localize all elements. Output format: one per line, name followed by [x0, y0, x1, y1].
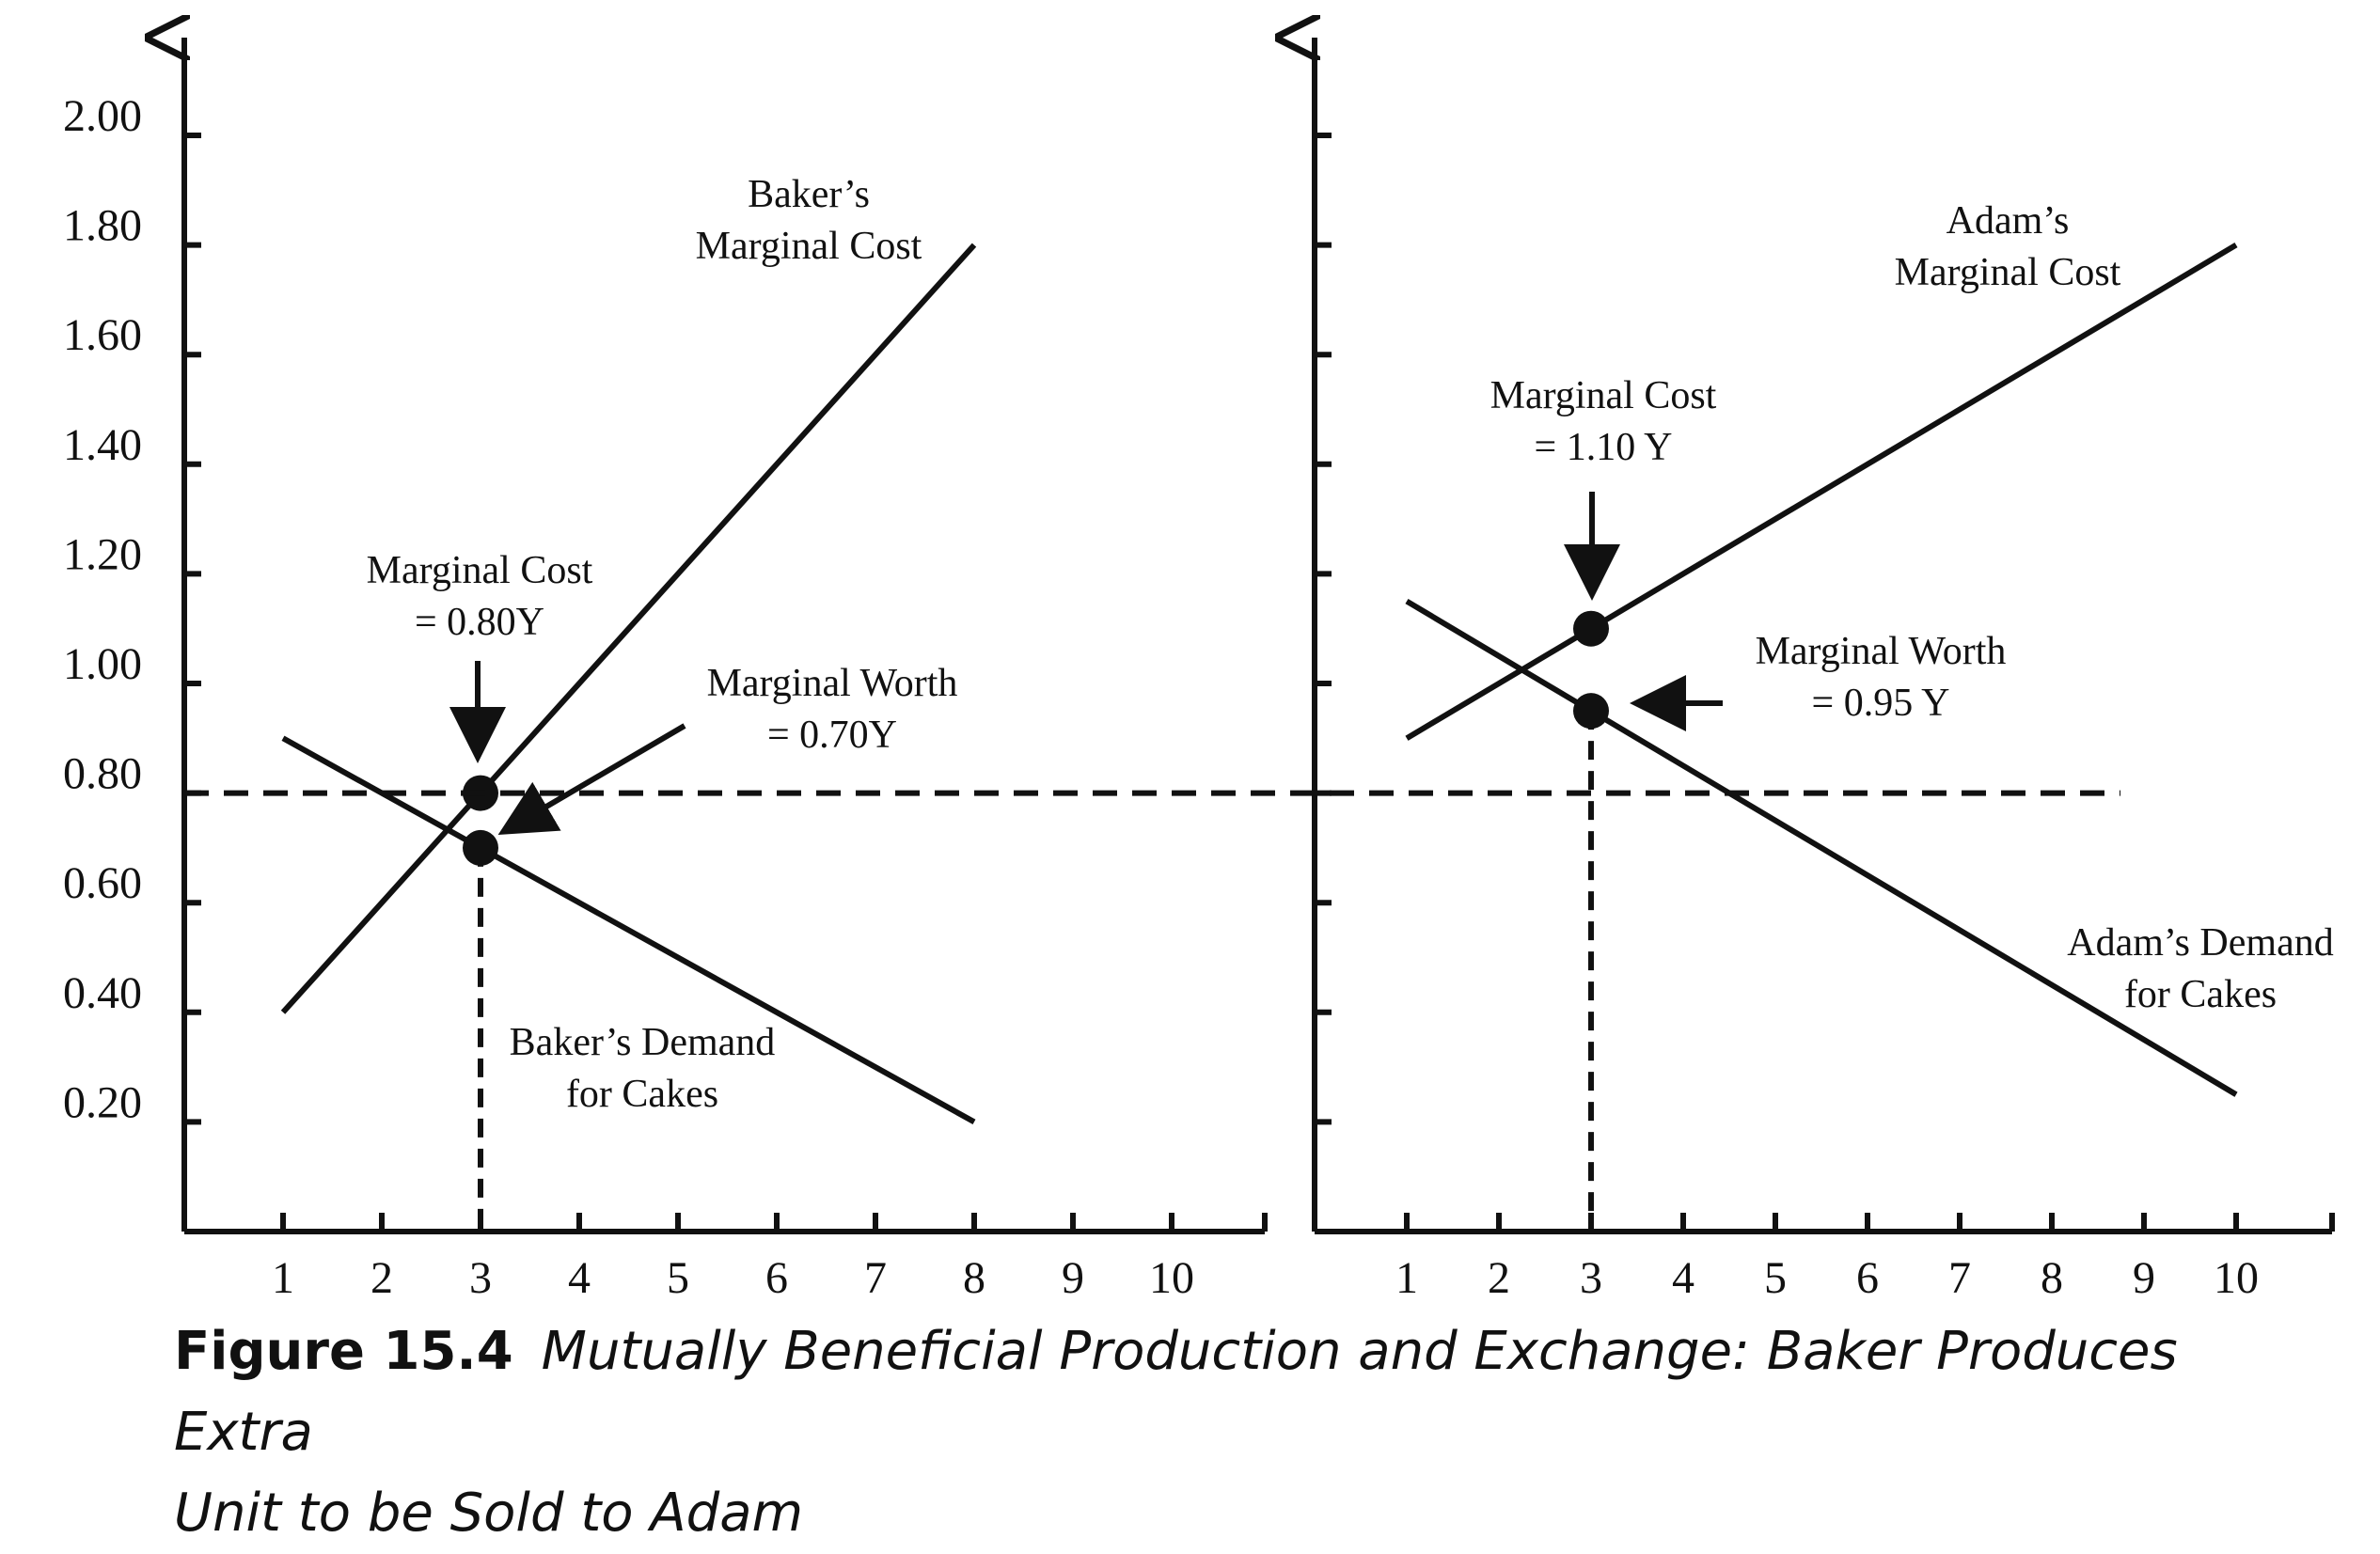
figure-title-line-2: Unit to be Sold to Adam: [174, 1483, 804, 1544]
right-x-tick-label-7: 7: [1948, 1253, 1971, 1303]
right-annotation-demand-curve-1: for Cakes: [2124, 973, 2277, 1016]
left-x-tick-label-7: 7: [864, 1253, 887, 1303]
right-line-adam-s-demand-for-cakes: [1405, 598, 2238, 1097]
left-x-tick-label-9: 9: [1062, 1253, 1084, 1303]
right-point-1: [1573, 693, 1609, 730]
left-x-tick-label-8: 8: [963, 1253, 985, 1303]
right-x-tick-label-8: 8: [2041, 1253, 2063, 1303]
left-x-tick-label-3: 3: [469, 1253, 492, 1303]
left-y-tick-label-4: 1.00: [63, 639, 142, 689]
left-y-tick-label-1: 0.40: [63, 968, 142, 1018]
left-annotation-demand-curve-1: for Cakes: [566, 1073, 718, 1116]
left-annotation-mc-curve-0: Baker’s: [748, 173, 870, 216]
right-x-tick-label-9: 9: [2133, 1253, 2155, 1303]
left-y-tick-label-2: 0.60: [63, 858, 142, 908]
left-x-tick-label-1: 1: [272, 1253, 294, 1303]
left-annotation-demand-curve-0: Baker’s Demand: [510, 1021, 776, 1064]
left-annotation-mc-curve-1: Marginal Cost: [696, 225, 922, 268]
right-annotation-mc-curve-1: Marginal Cost: [1895, 251, 2121, 294]
left-annotation-mc-point-0: Marginal Cost: [367, 549, 593, 592]
figure-canvas: 1 2 3 4 5 6 7 8 9 10 0.20 0.40 0.60 0.80 1.00 1.20 1.40 1…: [63, 0, 2335, 1303]
figure-title-line-1: Mutually Beneficial Production and Excha…: [174, 1321, 2178, 1463]
left-x-tick-label-5: 5: [667, 1253, 689, 1303]
right-x-tick-label-6: 6: [1856, 1253, 1879, 1303]
right-annotation-mc-point-1: = 1.10 Y: [1535, 426, 1673, 469]
right-annotation-mc-point-0: Marginal Cost: [1490, 374, 1717, 417]
left-line-baker-s-marginal-cost: [280, 243, 977, 1014]
left-worth-point-arrow: [497, 723, 686, 836]
figure-caption: Figure 15.4 Mutually Beneficial Productio…: [174, 1311, 2290, 1554]
right-x-tick-label-10: 10: [2214, 1253, 2259, 1303]
left-point-1: [463, 829, 498, 866]
right-line-adam-s-marginal-cost: [1405, 243, 2238, 741]
left-x-tick-label-4: 4: [568, 1253, 591, 1303]
left-y-tick-label-3: 0.80: [63, 749, 142, 799]
left-x-tick-label-6: 6: [765, 1253, 788, 1303]
left-annotation-worth-point-1: = 0.70Y: [767, 714, 897, 757]
left-x-tick-label-10: 10: [1149, 1253, 1194, 1303]
left-x-tick-label-2: 2: [370, 1253, 393, 1303]
right-x-tick-label-5: 5: [1764, 1253, 1787, 1303]
left-y-tick-label-5: 1.20: [63, 529, 142, 579]
left-y-tick-label-0: 0.20: [63, 1077, 142, 1127]
right-x-tick-label-2: 2: [1488, 1253, 1510, 1303]
left-y-tick-label-9: 2.00: [63, 91, 142, 141]
left-line-baker-s-demand-for-cakes: [281, 735, 976, 1125]
left-panel: 1 2 3 4 5 6 7 8 9 10 0.20 0.40 0.60 0.80 1.00 1.20 1.40 1…: [63, 38, 1268, 1303]
right-x-tick-label-3: 3: [1580, 1253, 1602, 1303]
figure-label: Figure 15.4: [174, 1321, 513, 1382]
left-y-tick-label-6: 1.40: [63, 420, 142, 470]
left-y-tick-label-7: 1.60: [63, 310, 142, 360]
right-x-tick-label-1: 1: [1395, 1253, 1418, 1303]
right-annotation-worth-point-0: Marginal Worth: [1756, 630, 2007, 673]
right-panel: 1 2 3 4 5 6 7 8 9 10 Adam’s Marginal Cost Adam’s Dem…: [1315, 38, 2335, 1303]
left-annotation-mc-point-1: = 0.80Y: [415, 601, 544, 644]
right-annotation-mc-curve-0: Adam’s: [1947, 199, 2070, 243]
left-y-tick-label-8: 1.80: [63, 201, 142, 251]
right-point-0: [1573, 610, 1609, 647]
right-x-tick-label-4: 4: [1672, 1253, 1694, 1303]
right-annotation-demand-curve-0: Adam’s Demand: [2067, 921, 2333, 965]
right-annotation-worth-point-1: = 0.95 Y: [1812, 682, 1950, 725]
left-annotation-worth-point-0: Marginal Worth: [707, 662, 958, 705]
